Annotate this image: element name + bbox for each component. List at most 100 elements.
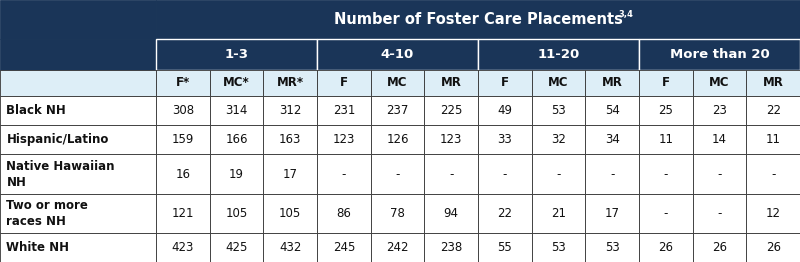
Text: 49: 49 [498,104,512,117]
Bar [746,125,800,154]
Text: 53: 53 [551,104,566,117]
Text: 121: 121 [171,207,194,220]
Bar [0,233,156,262]
Text: -: - [556,167,561,181]
Text: 54: 54 [605,104,620,117]
Bar [156,125,210,154]
Bar [210,233,263,262]
Text: F: F [501,77,509,89]
Bar [0,0,156,39]
Text: 55: 55 [498,241,512,254]
Bar [210,70,263,96]
Text: 19: 19 [229,167,244,181]
Bar [424,125,478,154]
Bar [0,70,156,96]
Bar [532,70,586,96]
Text: -: - [395,167,400,181]
Text: MR*: MR* [277,77,304,89]
Text: Number of Foster Care Placements: Number of Foster Care Placements [334,12,622,27]
Bar [317,194,370,233]
Bar [156,233,210,262]
Bar [263,154,317,194]
Text: Native Hawaiian
NH: Native Hawaiian NH [6,160,115,189]
Bar [693,194,746,233]
Text: 34: 34 [605,133,620,146]
Text: 312: 312 [279,104,302,117]
Bar [263,125,317,154]
Bar [532,96,586,125]
Bar [156,154,210,194]
Bar [424,96,478,125]
Bar [210,194,263,233]
Text: MC*: MC* [223,77,250,89]
Text: 25: 25 [658,104,674,117]
Bar [746,233,800,262]
Bar [639,125,693,154]
Bar [746,194,800,233]
Text: 53: 53 [551,241,566,254]
Text: 425: 425 [226,241,248,254]
Text: 17: 17 [282,167,298,181]
Bar [156,39,317,70]
Text: -: - [502,167,507,181]
Text: 245: 245 [333,241,355,254]
Text: 3,4: 3,4 [618,10,633,19]
Text: 123: 123 [333,133,355,146]
Text: -: - [664,167,668,181]
Bar [586,194,639,233]
Bar [639,39,800,70]
Bar [370,233,424,262]
Bar [478,194,532,233]
Text: 26: 26 [658,241,674,254]
Text: 123: 123 [440,133,462,146]
Bar [0,125,156,154]
Text: Two or more
races NH: Two or more races NH [6,199,88,228]
Text: 78: 78 [390,207,405,220]
Text: 22: 22 [498,207,512,220]
Text: 238: 238 [440,241,462,254]
Text: 231: 231 [333,104,355,117]
Bar [478,70,532,96]
Bar [746,154,800,194]
Text: 105: 105 [226,207,248,220]
Text: MR: MR [762,77,784,89]
Text: 11: 11 [658,133,674,146]
Text: MC: MC [710,77,730,89]
Bar [639,96,693,125]
Text: 33: 33 [498,133,512,146]
Bar [639,194,693,233]
Text: 237: 237 [386,104,409,117]
Bar [210,125,263,154]
Text: -: - [342,167,346,181]
Bar [0,96,156,125]
Text: 166: 166 [226,133,248,146]
Text: 159: 159 [172,133,194,146]
Bar [586,96,639,125]
Text: 17: 17 [605,207,620,220]
Bar [317,125,370,154]
Text: Black NH: Black NH [6,104,66,117]
Bar [424,233,478,262]
Bar [370,70,424,96]
Bar [317,233,370,262]
Text: F*: F* [176,77,190,89]
Bar [424,154,478,194]
Bar [532,194,586,233]
Text: -: - [449,167,454,181]
Bar [263,233,317,262]
Text: F: F [340,77,348,89]
Bar [317,70,370,96]
Text: 26: 26 [766,241,781,254]
Bar [263,70,317,96]
Bar [478,233,532,262]
Text: 163: 163 [279,133,302,146]
Text: MR: MR [441,77,462,89]
Bar [586,233,639,262]
Bar [532,154,586,194]
Text: 94: 94 [444,207,458,220]
Text: 11-20: 11-20 [538,48,580,61]
Text: 86: 86 [336,207,351,220]
Bar [210,154,263,194]
Bar [532,233,586,262]
Bar [693,96,746,125]
